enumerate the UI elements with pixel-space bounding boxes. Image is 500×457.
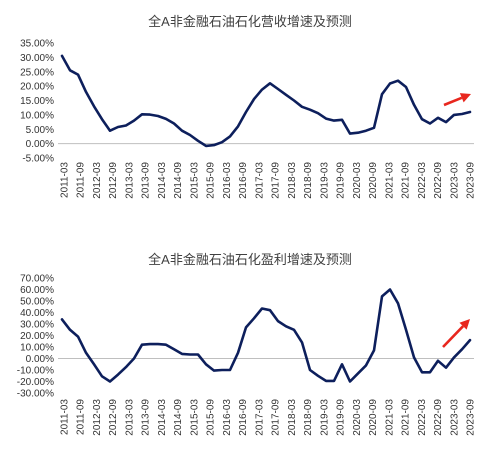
x-tick-label: 2019-09: [336, 162, 347, 199]
x-tick-label: 2023-03: [449, 399, 460, 436]
x-tick-label: 2013-03: [124, 399, 135, 436]
y-tick-label: 20.00%: [20, 331, 54, 342]
y-tick-label: 10.00%: [20, 110, 54, 121]
x-tick-label: 2023-03: [449, 162, 460, 199]
x-tick-label: 2011-09: [76, 399, 87, 435]
y-tick-label: 5.00%: [26, 125, 54, 136]
y-tick-label: 0.00%: [26, 354, 54, 365]
x-tick-label: 2011-03: [60, 399, 71, 435]
x-tick-label: 2015-09: [206, 399, 217, 436]
x-tick-label: 2021-03: [384, 162, 395, 199]
x-tick-label: 2023-09: [466, 399, 477, 436]
revenue-chart-title: 全A非金融石油石化营收增速及预测: [148, 14, 352, 29]
x-tick-label: 2011-09: [76, 162, 87, 198]
trend-arrow-shaft: [443, 96, 463, 107]
revenue-growth-chart: 全A非金融石油石化营收增速及预测 -5.00% 0.00% 5.00% 10.00% 1…: [20, 14, 476, 199]
x-tick-label: 2023-09: [466, 162, 477, 199]
y-tick-label: 0.00%: [26, 139, 54, 150]
x-tick-label: 2021-03: [384, 399, 395, 436]
x-tick-label: 2019-09: [336, 399, 347, 436]
x-tick-label: 2012-09: [108, 162, 119, 199]
y-tick-label: 10.00%: [20, 343, 54, 354]
x-tick-label: 2020-09: [368, 399, 379, 436]
x-tick-label: 2014-09: [173, 399, 184, 436]
y-tick-label: 30.00%: [20, 53, 54, 64]
x-tick-label: 2016-09: [238, 162, 249, 199]
x-tick-label: 2014-03: [157, 162, 168, 199]
x-tick-label: 2015-03: [189, 399, 200, 436]
x-tick-label: 2022-03: [417, 162, 428, 199]
x-tick-label: 2016-09: [238, 399, 249, 436]
y-tick-label: 30.00%: [20, 320, 54, 331]
x-tick-label: 2022-09: [433, 399, 444, 436]
x-tick-label: 2022-09: [433, 162, 444, 199]
y-tick-label: 20.00%: [20, 82, 54, 93]
x-tick-label: 2011-03: [60, 162, 71, 198]
x-tick-label: 2012-03: [92, 399, 103, 436]
y-tick-label: -5.00%: [22, 154, 54, 165]
x-tick-label: 2018-03: [287, 162, 298, 199]
x-tick-label: 2017-03: [254, 399, 265, 436]
y-tick-label: 60.00%: [20, 285, 54, 296]
y-tick-label: 40.00%: [20, 308, 54, 319]
x-tick-label: 2013-09: [141, 162, 152, 199]
y-tick-label: 15.00%: [20, 96, 54, 107]
x-tick-label: 2016-03: [222, 399, 233, 436]
profit-growth-chart: 全A非金融石油石化盈利增速及预测 -30.00%-20.00%-10.00%0.…: [17, 252, 477, 436]
series-line: [60, 288, 472, 383]
x-tick-label: 2014-03: [157, 399, 168, 436]
x-tick-label: 2013-03: [124, 162, 135, 199]
x-tick-label: 2017-09: [271, 399, 282, 436]
x-tick-label: 2020-03: [352, 162, 363, 199]
x-tick-label: 2021-09: [401, 399, 412, 436]
y-tick-label: 50.00%: [20, 297, 54, 308]
x-tick-label: 2017-09: [271, 162, 282, 199]
y-tick-label: 25.00%: [20, 67, 54, 78]
x-tick-label: 2020-03: [352, 399, 363, 436]
x-tick-label: 2020-09: [368, 162, 379, 199]
x-tick-label: 2022-03: [417, 399, 428, 436]
x-tick-label: 2012-09: [108, 399, 119, 436]
x-tick-label: 2016-03: [222, 162, 233, 199]
x-tick-label: 2018-09: [303, 399, 314, 436]
y-tick-label: 70.00%: [20, 274, 54, 285]
series-line: [60, 54, 472, 148]
x-tick-label: 2015-09: [206, 162, 217, 199]
x-tick-label: 2021-09: [401, 162, 412, 199]
x-tick-label: 2013-09: [141, 399, 152, 436]
x-tick-label: 2019-03: [319, 162, 330, 199]
y-tick-label: -10.00%: [17, 366, 54, 377]
x-tick-label: 2015-03: [189, 162, 200, 199]
x-tick-label: 2017-03: [254, 162, 265, 199]
x-tick-label: 2012-03: [92, 162, 103, 199]
x-tick-label: 2018-09: [303, 162, 314, 199]
trend-arrow-head: [459, 319, 470, 330]
y-tick-label: 35.00%: [20, 39, 54, 50]
trend-arrow-head: [459, 93, 471, 103]
y-tick-label: -20.00%: [17, 377, 54, 388]
trend-arrow-shaft: [442, 325, 464, 348]
y-tick-label: -30.00%: [17, 389, 54, 400]
x-tick-label: 2018-03: [287, 399, 298, 436]
x-tick-label: 2019-03: [319, 399, 330, 436]
x-tick-label: 2014-09: [173, 162, 184, 199]
profit-chart-title: 全A非金融石油石化盈利增速及预测: [148, 252, 352, 267]
